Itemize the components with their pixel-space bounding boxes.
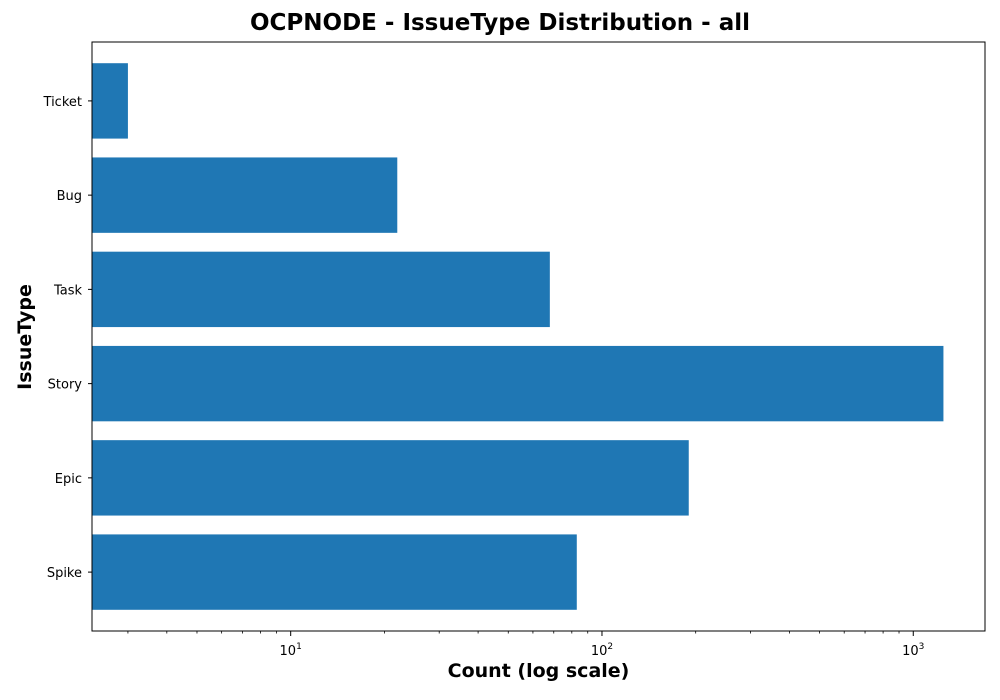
y-tick-label-task: Task xyxy=(53,283,83,298)
y-tick-label-epic: Epic xyxy=(55,472,82,487)
bar-ticket xyxy=(92,63,128,139)
y-axis-label: IssueType xyxy=(14,284,36,390)
y-tick-label-bug: Bug xyxy=(57,189,82,204)
bar-spike xyxy=(92,534,577,610)
y-tick-label-spike: Spike xyxy=(47,566,82,581)
x-axis-label: Count (log scale) xyxy=(447,660,630,682)
bar-task xyxy=(92,251,550,328)
chart-title: OCPNODE - IssueType Distribution - all xyxy=(249,10,750,36)
plot-frame xyxy=(91,41,986,632)
x-tick-label: 103 xyxy=(902,642,924,659)
bar-epic xyxy=(92,440,689,516)
bar-bug xyxy=(92,157,398,233)
bar-story xyxy=(92,345,944,422)
y-tick-label-ticket: Ticket xyxy=(43,95,82,110)
x-tick-label: 102 xyxy=(591,642,613,659)
y-tick-label-story: Story xyxy=(48,378,83,393)
x-tick-label: 101 xyxy=(280,642,302,659)
